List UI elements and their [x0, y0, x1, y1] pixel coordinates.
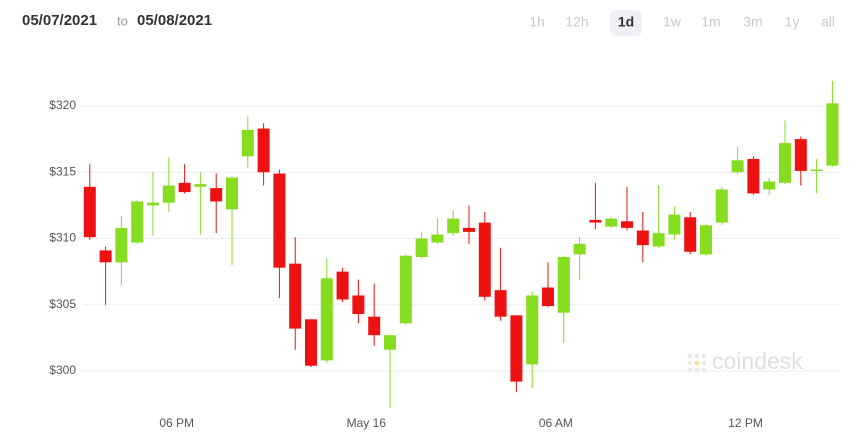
candle-body — [147, 202, 159, 206]
candle-body — [431, 234, 444, 243]
candle-body — [794, 139, 807, 171]
candle-body — [478, 222, 491, 297]
y-tick-label: $315 — [49, 164, 76, 178]
end-date: 05/08/2021 — [137, 12, 212, 29]
candle-body — [99, 250, 112, 263]
candle-body — [273, 173, 286, 268]
candle-body — [463, 227, 475, 232]
range-tab[interactable]: 1y — [785, 14, 800, 30]
candle-body — [336, 271, 349, 300]
candle-body — [305, 319, 317, 366]
y-tick-label: $300 — [49, 363, 76, 377]
candle-body — [763, 181, 776, 190]
candle-body — [636, 230, 649, 246]
candle-body — [779, 143, 791, 183]
candle-body — [652, 233, 665, 247]
range-tab[interactable]: 1d — [618, 14, 634, 30]
candle-body — [826, 103, 839, 166]
x-tick-label: 06 AM — [539, 416, 573, 430]
x-tick-label: 12 PM — [728, 416, 763, 430]
candle-body — [605, 218, 618, 227]
candle-body — [162, 185, 175, 203]
candle-body — [415, 238, 428, 258]
candle-body — [447, 218, 460, 234]
candle-body — [526, 295, 539, 365]
candle-body — [810, 169, 823, 172]
candle-body — [589, 219, 602, 223]
active-tab-bg — [610, 10, 642, 36]
candle-body — [115, 227, 128, 263]
candle-body — [747, 158, 760, 194]
y-tick-label: $320 — [49, 98, 76, 112]
candle-body — [731, 160, 744, 173]
candle-body — [368, 316, 381, 336]
x-tick-label: 06 PM — [159, 416, 194, 430]
y-tick-label: $305 — [49, 297, 76, 311]
candle-body — [194, 184, 207, 187]
candle-body — [257, 128, 270, 173]
watermark-text: coindesk — [712, 348, 803, 374]
candle-body — [226, 177, 238, 210]
candle-body — [684, 217, 697, 252]
candle-body — [668, 214, 681, 235]
candle-body — [289, 263, 302, 329]
candle-body — [320, 278, 333, 361]
range-tab[interactable]: 12h — [565, 14, 588, 30]
range-tab[interactable]: 1h — [529, 14, 545, 30]
candle-body — [715, 189, 728, 223]
candle-body — [557, 257, 570, 313]
candle-body — [352, 295, 365, 315]
candle-body — [573, 243, 586, 255]
candle-body — [494, 290, 507, 317]
range-tab[interactable]: all — [821, 14, 835, 30]
candle-body — [621, 221, 633, 228]
range-tab[interactable]: 1w — [663, 14, 682, 30]
candle-body — [131, 201, 144, 243]
candle-body — [510, 315, 523, 382]
range-tab[interactable]: 3m — [743, 14, 762, 30]
x-tick-label: May 16 — [347, 416, 387, 430]
candle-body — [83, 186, 96, 238]
candle-body — [384, 335, 396, 350]
candle-body — [399, 255, 412, 324]
candle-body — [178, 182, 191, 193]
date-separator: to — [117, 13, 128, 28]
watermark: coindesk — [687, 348, 803, 374]
candle-body — [542, 287, 554, 307]
candle-body — [241, 129, 254, 157]
y-tick-label: $310 — [49, 231, 76, 245]
range-tab[interactable]: 1m — [701, 14, 720, 30]
candle-body — [210, 188, 223, 202]
start-date: 05/07/2021 — [22, 12, 97, 29]
candle-body — [700, 225, 712, 255]
